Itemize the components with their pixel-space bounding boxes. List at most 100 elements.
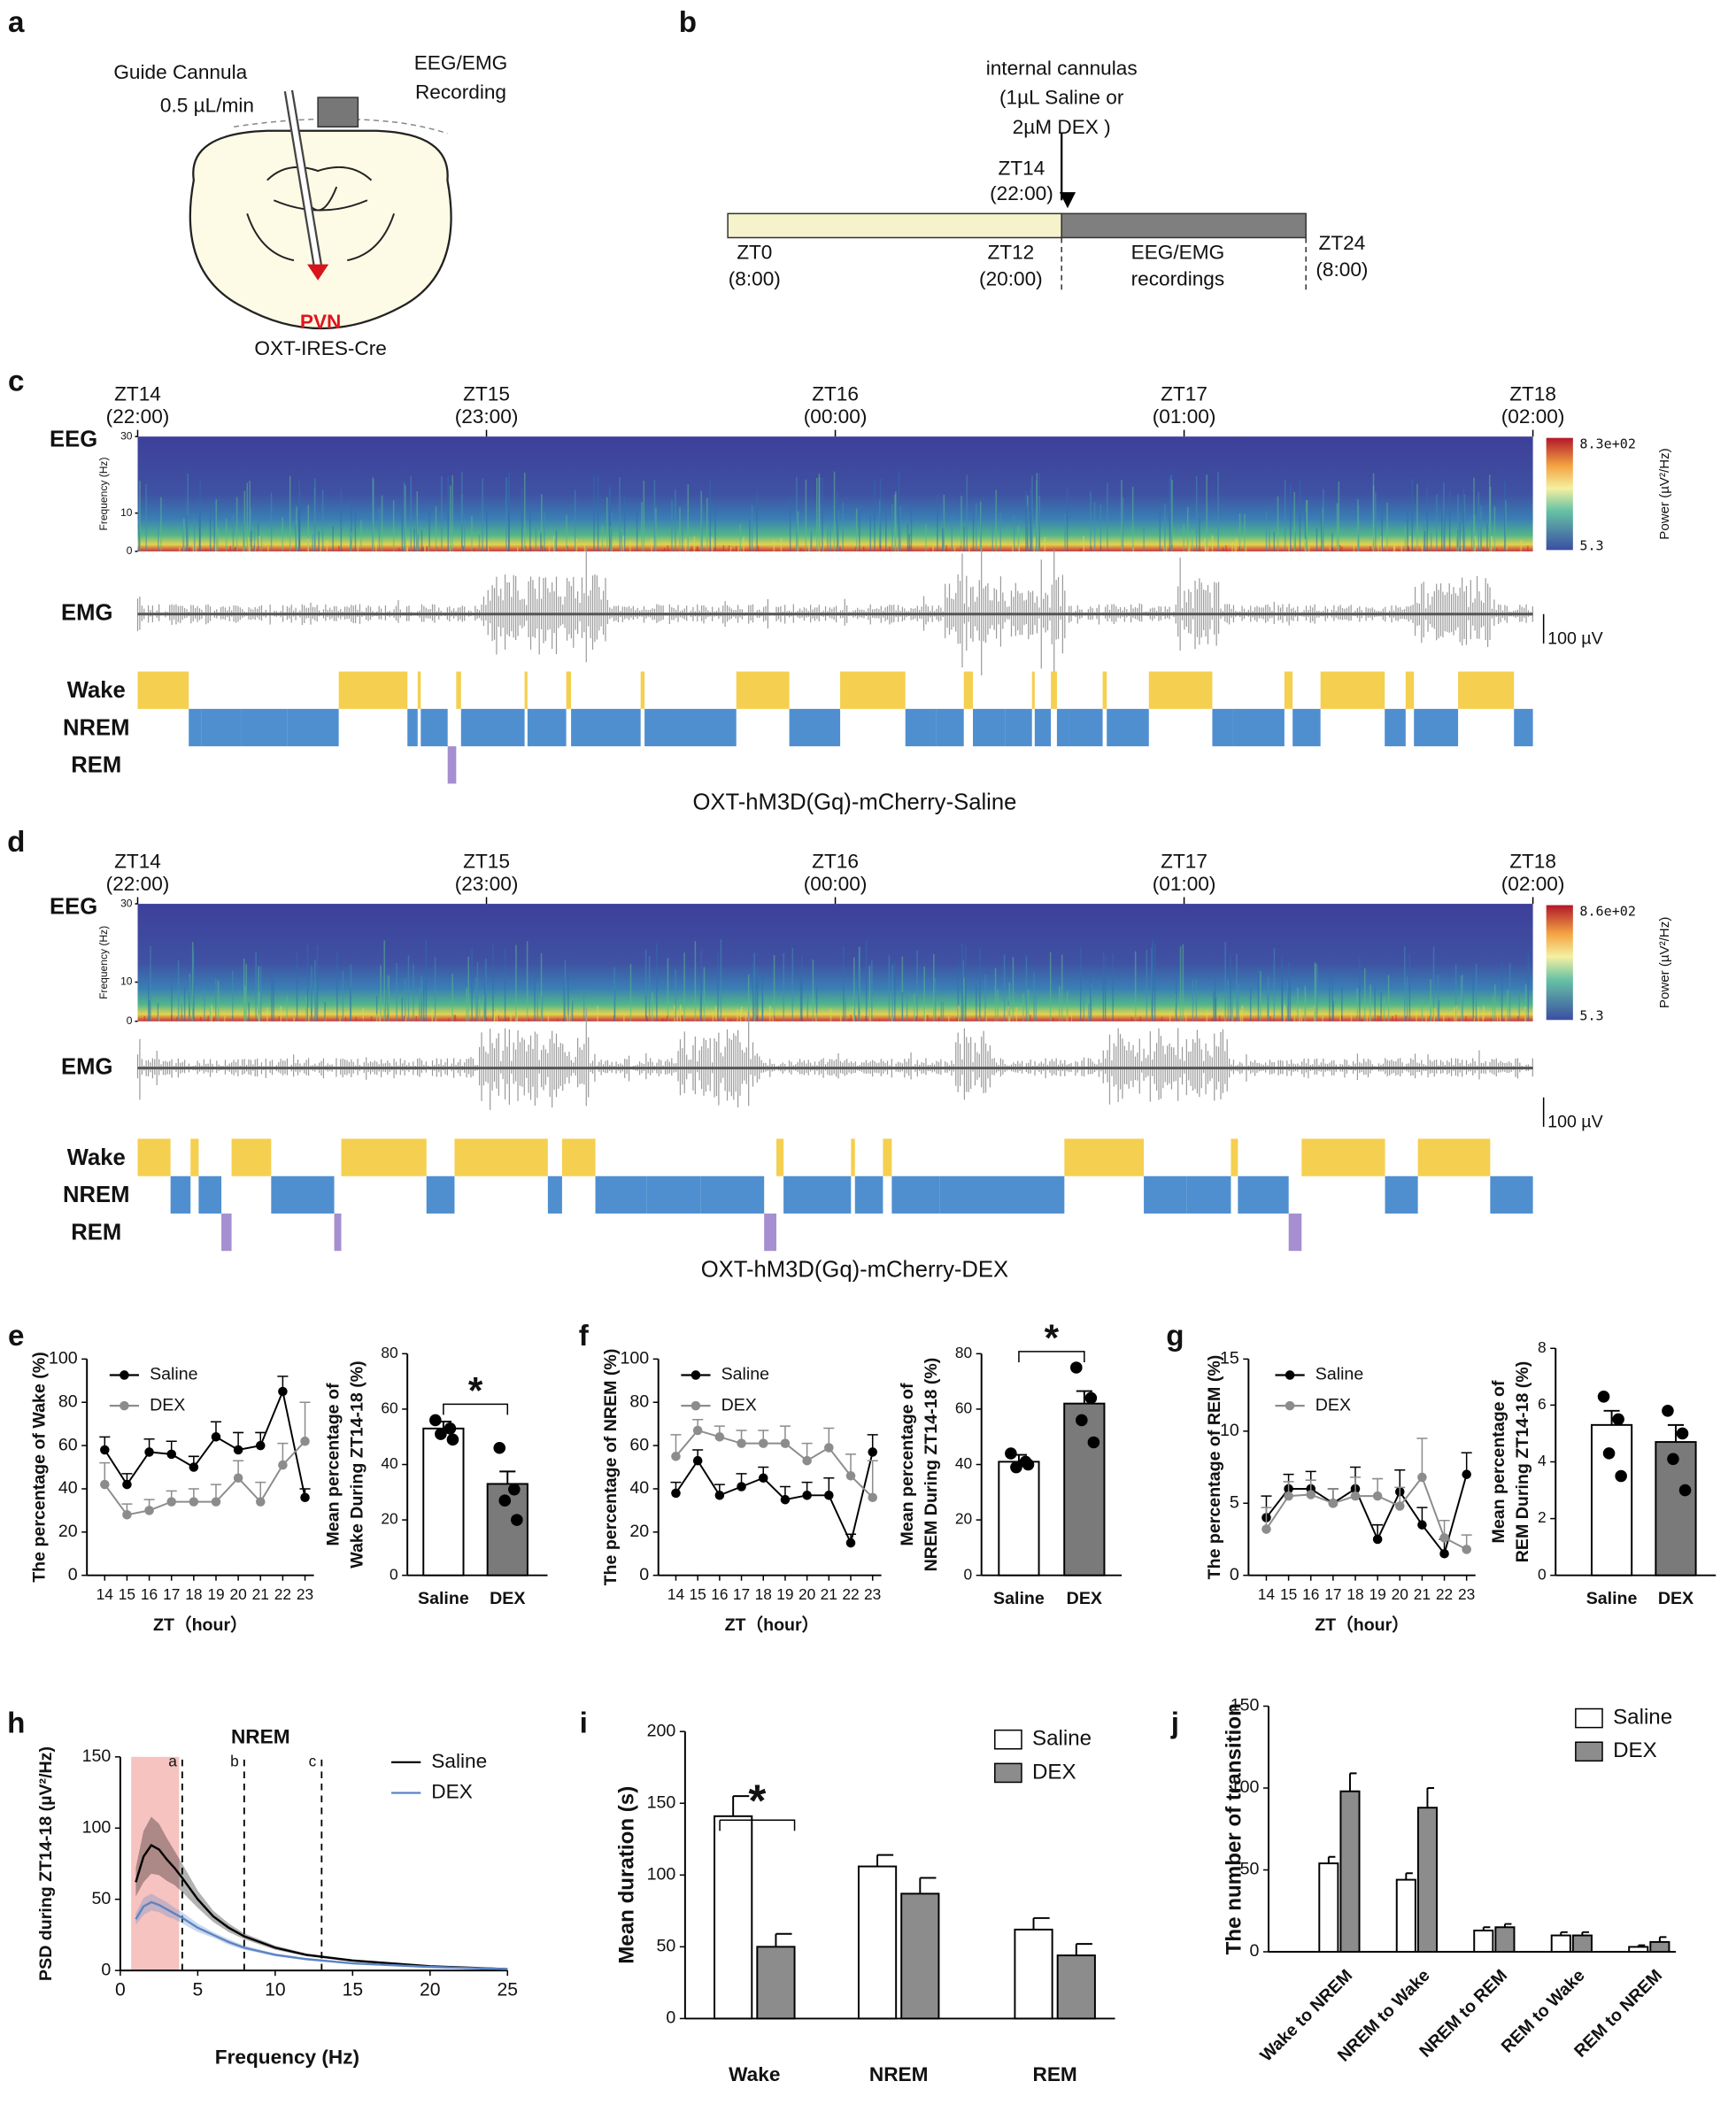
x-tick-label: 23 bbox=[297, 1585, 313, 1603]
data-point bbox=[211, 1432, 221, 1442]
skull-line bbox=[233, 118, 448, 135]
data-point bbox=[1306, 1490, 1316, 1499]
bar bbox=[1014, 1928, 1053, 2020]
data-point bbox=[868, 1492, 877, 1503]
data-point bbox=[1328, 1498, 1339, 1508]
hypnogram-segment bbox=[221, 1213, 232, 1252]
error-bar bbox=[499, 1470, 516, 1484]
hypnogram-segment bbox=[170, 1175, 191, 1214]
power-label: Power (µV²/Hz) bbox=[1657, 448, 1672, 539]
hypnogram-segment bbox=[189, 708, 202, 747]
y-tick-label: 100 bbox=[620, 1349, 649, 1368]
y-tick-label: 6 bbox=[1538, 1395, 1547, 1413]
hypnogram-segment bbox=[426, 1175, 455, 1214]
y-tick-label: 20 bbox=[381, 1510, 397, 1528]
y-tick-label: 40 bbox=[381, 1454, 397, 1472]
y-tick-label: 150 bbox=[647, 1792, 676, 1812]
data-point bbox=[444, 1422, 457, 1435]
x-tick-label: 20 bbox=[799, 1585, 815, 1603]
y-axis-label: Wake During ZT14-18 (%) bbox=[348, 1360, 367, 1568]
bar bbox=[900, 1892, 940, 2020]
data-point bbox=[824, 1491, 834, 1500]
data-point bbox=[1662, 1405, 1674, 1417]
hypnogram-segment bbox=[231, 1138, 272, 1176]
label: REM bbox=[71, 752, 121, 777]
bar bbox=[1416, 1807, 1438, 1953]
hypnogram-segment bbox=[547, 1175, 562, 1214]
error-bar bbox=[1405, 1872, 1413, 1880]
y-tick-label: 50 bbox=[92, 1889, 112, 1908]
y-tick-label: 20 bbox=[629, 1522, 649, 1541]
hypnogram-segment bbox=[1514, 708, 1533, 747]
data-point bbox=[1069, 1361, 1083, 1374]
label: ZT0 bbox=[737, 242, 772, 264]
data-point bbox=[1462, 1469, 1471, 1479]
hypnogram-segment bbox=[1144, 1175, 1187, 1214]
label: (23:00) bbox=[455, 873, 519, 895]
legend-label: Saline bbox=[1613, 1705, 1672, 1729]
legend-swatch bbox=[1575, 1707, 1603, 1729]
reference-label: a bbox=[168, 1752, 177, 1769]
panel-b: internal cannulas (1µL Saline or 2µM DEX… bbox=[727, 57, 1368, 291]
label: ZT18 bbox=[1509, 850, 1556, 872]
hypnogram-segment bbox=[447, 746, 457, 784]
data-point bbox=[1676, 1427, 1689, 1440]
data-point bbox=[1394, 1501, 1405, 1511]
data-point bbox=[233, 1473, 243, 1484]
hypnogram-segment bbox=[1458, 671, 1515, 709]
legend-swatch bbox=[994, 1762, 1022, 1784]
hypnogram-segment bbox=[736, 671, 790, 709]
y-tick-label: 15 bbox=[1220, 1349, 1239, 1368]
error-bar bbox=[1560, 1931, 1568, 1936]
series-line bbox=[104, 1388, 306, 1498]
freq-tick-label: 10 bbox=[120, 975, 133, 988]
bar bbox=[756, 1946, 796, 2020]
freq-tick-label: 0 bbox=[127, 544, 133, 557]
x-tick-label: 22 bbox=[842, 1585, 859, 1603]
y-axis-label: The percentage of REM (%) bbox=[1205, 1355, 1224, 1580]
y-tick-label: 20 bbox=[58, 1522, 78, 1541]
hypnogram-segment bbox=[137, 671, 189, 709]
hypnogram-segment bbox=[420, 708, 448, 747]
x-tick-label: DEX bbox=[490, 1589, 525, 1608]
hypnogram-segment bbox=[1005, 708, 1032, 747]
data-point bbox=[300, 1436, 310, 1446]
y-tick-label: 100 bbox=[49, 1349, 78, 1368]
brain-structure bbox=[246, 166, 396, 262]
legend-label: DEX bbox=[431, 1781, 472, 1803]
label: PVN bbox=[300, 311, 342, 333]
error-bar bbox=[1076, 1390, 1092, 1404]
error-bar bbox=[1667, 1423, 1685, 1443]
hypnogram-segment bbox=[1001, 1175, 1065, 1214]
label: (22:00) bbox=[106, 405, 170, 428]
hypnogram-segment bbox=[1212, 708, 1233, 747]
hypnogram-segment bbox=[1107, 708, 1149, 747]
label: (00:00) bbox=[804, 873, 868, 895]
data-point bbox=[1678, 1484, 1692, 1497]
label: EMG bbox=[61, 601, 112, 626]
error-bar bbox=[867, 1460, 878, 1498]
x-tick-label: 16 bbox=[1302, 1585, 1319, 1603]
freq-axis-label: Frequency (Hz) bbox=[97, 926, 110, 999]
error-band bbox=[135, 1816, 508, 1969]
y-tick-label: 0 bbox=[1250, 1941, 1260, 1961]
x-tick-label: 14 bbox=[96, 1585, 114, 1603]
hypnogram-segment bbox=[338, 671, 408, 709]
x-tick-label: 5 bbox=[192, 1979, 203, 2000]
legend-label: DEX bbox=[150, 1395, 185, 1414]
x-axis-label: Frequency (Hz) bbox=[215, 2046, 359, 2069]
error-bar bbox=[1637, 1944, 1646, 1947]
data-point bbox=[189, 1497, 199, 1507]
x-tick-label: 14 bbox=[1258, 1585, 1276, 1603]
hypnogram-segment bbox=[1490, 1175, 1533, 1214]
hypnogram-segment bbox=[1385, 708, 1406, 747]
hypnogram-segment bbox=[700, 1175, 765, 1214]
data-point bbox=[255, 1497, 266, 1507]
label: internal cannulas bbox=[986, 57, 1138, 79]
hypnogram-segment bbox=[840, 671, 906, 709]
y-tick-label: 0 bbox=[390, 1565, 398, 1583]
data-point bbox=[1612, 1413, 1624, 1426]
label: e bbox=[8, 1320, 24, 1353]
label: ZT14 bbox=[999, 158, 1045, 180]
series-line bbox=[675, 1429, 874, 1499]
